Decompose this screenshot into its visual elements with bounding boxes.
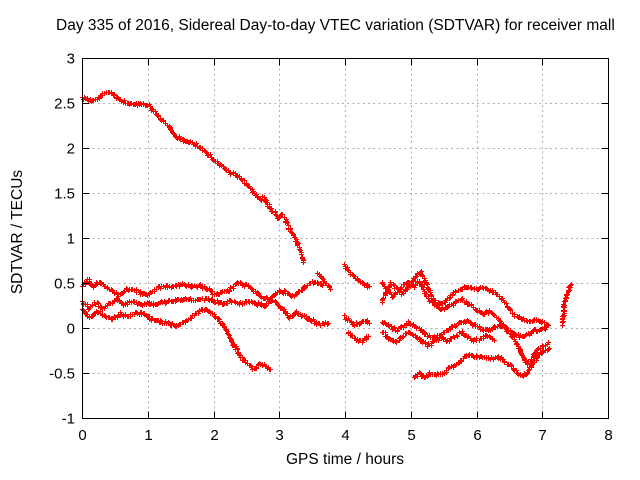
chart-title: Day 335 of 2016, Sidereal Day-to-day VTE… (56, 17, 615, 34)
data-series-gap-segment-b (342, 262, 372, 290)
data-series-right-upper-peak (380, 269, 551, 328)
y-tick-label: 2.5 (54, 96, 75, 113)
x-tick-label: 6 (473, 427, 481, 444)
y-tick-label: -1 (62, 411, 75, 428)
data-series-isolated-rising-streak (560, 282, 574, 328)
x-tick-label: 0 (78, 427, 86, 444)
y-tick-label: 2 (67, 141, 75, 158)
x-tick-label: 4 (341, 427, 349, 444)
x-tick-label: 7 (538, 427, 546, 444)
x-tick-label: 3 (275, 427, 283, 444)
y-tick-label: -0.5 (49, 366, 75, 383)
x-tick-label: 2 (210, 427, 218, 444)
data-series-right-low-trace (412, 346, 552, 380)
y-tick-label: 1.5 (54, 186, 75, 203)
data-series-band-low-deep-dip (80, 307, 273, 372)
x-tick-label: 5 (407, 427, 415, 444)
data-series-right-zero-band-1 (380, 318, 548, 341)
x-tick-label: 8 (604, 427, 612, 444)
x-tick-label: 1 (144, 427, 152, 444)
data-series-gap-segment-c (342, 313, 372, 328)
y-axis-title: SDTVAR / TECUs (9, 169, 26, 295)
data-series-gap-segment-d (346, 330, 371, 345)
data-series-right-upper-crossing (380, 279, 551, 367)
y-tick-label: 0.5 (54, 276, 75, 293)
x-axis-title: GPS time / hours (285, 451, 404, 468)
y-tick-label: 1 (67, 231, 75, 248)
data-series-gap-segment-a (315, 271, 333, 292)
data-series-right-zero-band-2 (380, 329, 497, 349)
y-tick-label: 3 (67, 51, 75, 68)
y-tick-label: 0 (67, 321, 75, 338)
